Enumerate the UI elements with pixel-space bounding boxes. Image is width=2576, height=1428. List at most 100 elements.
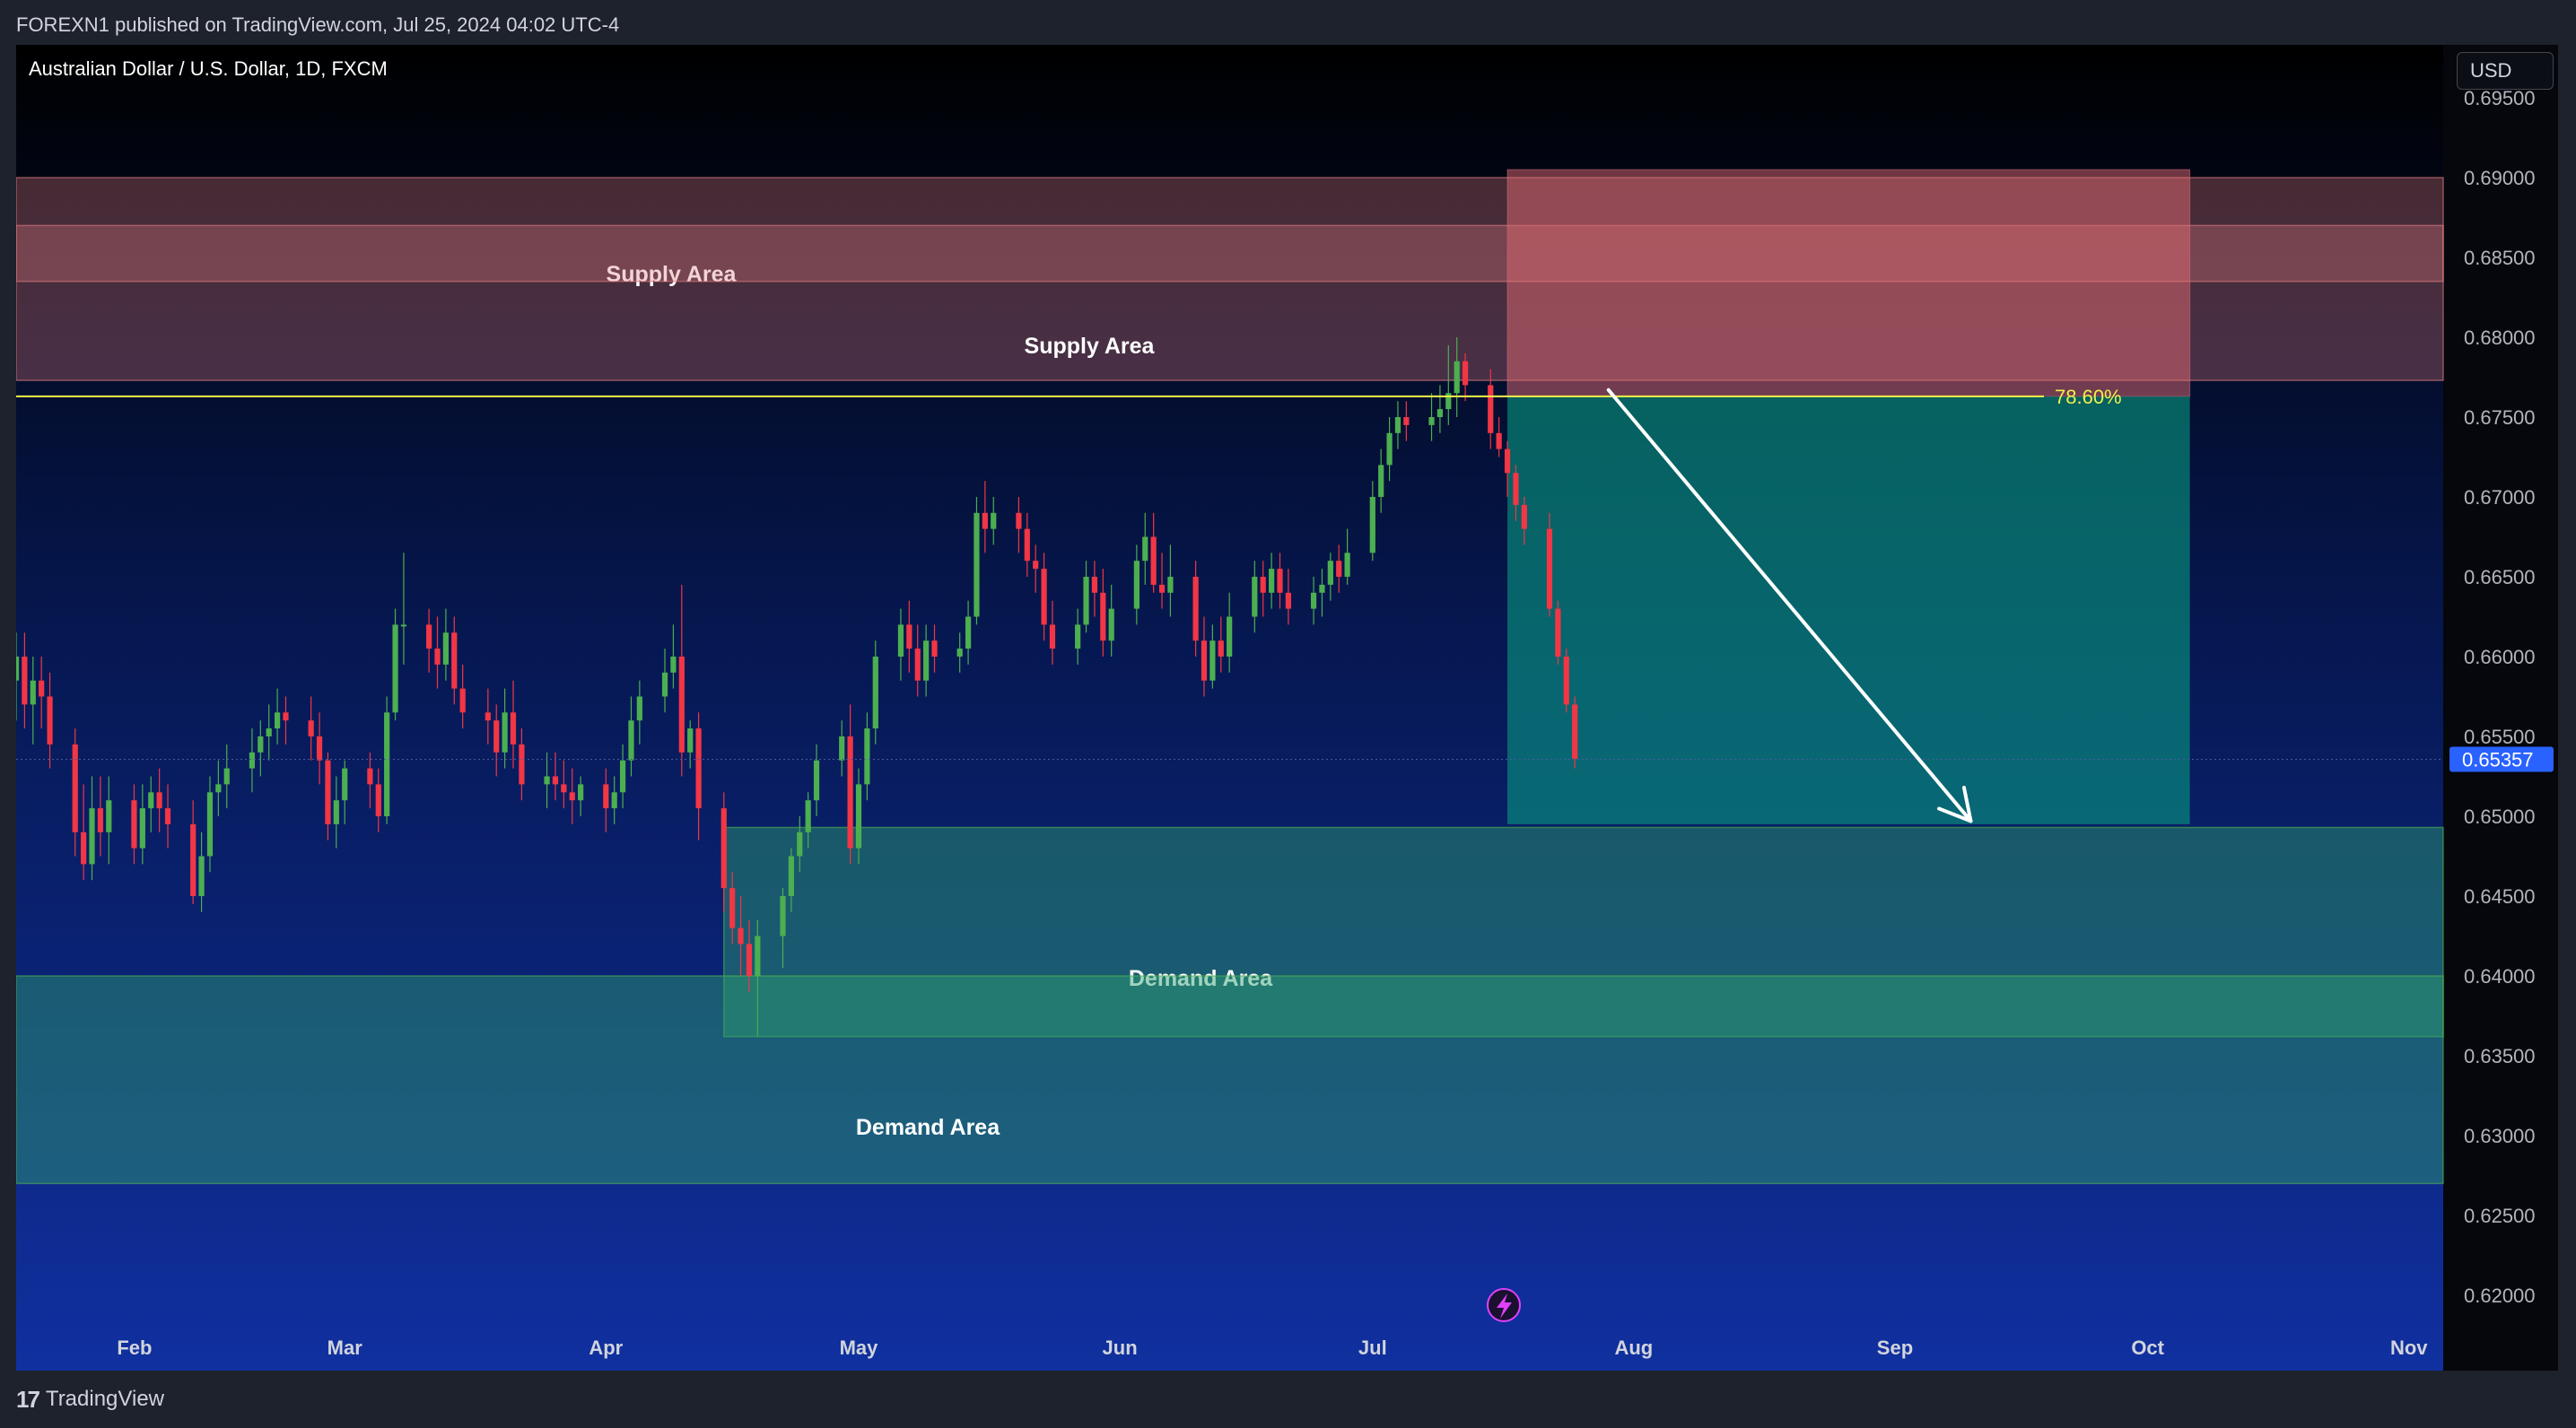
- candle-body: [1269, 569, 1275, 593]
- stop-loss-zone: [1506, 169, 2191, 397]
- candle: [333, 776, 339, 849]
- candle: [258, 720, 264, 777]
- candle-body: [1260, 577, 1266, 593]
- candle-body: [1319, 584, 1325, 593]
- candle: [780, 888, 786, 969]
- candle-body: [215, 784, 222, 793]
- candle-body: [746, 944, 753, 976]
- last-price-badge: [2449, 746, 2554, 772]
- candle: [569, 768, 575, 824]
- candle-body: [72, 744, 78, 832]
- candle: [223, 744, 230, 809]
- candle: [1269, 553, 1275, 609]
- candle-body: [982, 512, 988, 529]
- candle-body: [544, 776, 550, 785]
- chart-pane[interactable]: Supply Area Supply Area Demand Area Demand …: [16, 45, 2558, 1371]
- candle: [1319, 569, 1325, 617]
- zone-label: Supply Area: [607, 262, 738, 287]
- candle-body: [1075, 624, 1081, 649]
- candle: [1285, 569, 1291, 625]
- candle: [1041, 553, 1047, 641]
- candle-body: [1563, 657, 1569, 705]
- candle-body: [855, 784, 862, 849]
- candle-body: [1436, 409, 1444, 417]
- candle: [89, 776, 95, 881]
- candle-body: [1158, 584, 1166, 593]
- candle-body: [367, 768, 373, 785]
- time-tick-label: Apr: [589, 1337, 623, 1359]
- candle-body: [1394, 417, 1402, 433]
- candle: [670, 624, 677, 689]
- candle-body: [552, 776, 559, 785]
- candle-body: [316, 736, 323, 761]
- candle: [485, 688, 491, 744]
- arrow-head: [1961, 786, 1973, 823]
- candle: [139, 784, 145, 865]
- currency-button[interactable]: USD: [2457, 52, 2554, 90]
- candle-body: [1150, 536, 1157, 585]
- candle-body: [485, 712, 491, 721]
- candle-body: [426, 624, 432, 649]
- candle: [97, 776, 103, 857]
- candle-body: [190, 823, 196, 896]
- candle-body: [872, 657, 878, 729]
- candle-body: [30, 680, 36, 705]
- candle: [695, 712, 702, 840]
- take-profit-zone: [1507, 396, 2190, 824]
- candle: [720, 792, 727, 912]
- candle-body: [1546, 528, 1553, 609]
- candle: [510, 680, 517, 769]
- price-tick-label: 0.63500: [2464, 1045, 2536, 1067]
- candle-body: [1167, 577, 1174, 593]
- candle-body: [400, 624, 407, 627]
- candle: [1310, 577, 1317, 625]
- candlestick-chart[interactable]: Supply Area Supply Area Demand Area Demand …: [16, 45, 2558, 1371]
- time-tick-label: Sep: [1877, 1337, 1913, 1359]
- candle-body: [22, 657, 28, 705]
- candle-body: [897, 624, 904, 657]
- tradingview-brand[interactable]: 17 TradingView: [16, 1381, 164, 1417]
- candle: [636, 680, 642, 744]
- candle: [1142, 512, 1148, 585]
- time-tick-label: Mar: [327, 1337, 363, 1359]
- candle: [106, 776, 112, 865]
- zone-label: Demand Area: [1129, 966, 1273, 991]
- candle: [847, 704, 853, 865]
- candle: [1436, 385, 1444, 433]
- candle-body: [1336, 561, 1342, 577]
- candle: [342, 760, 348, 824]
- price-tick-label: 0.62000: [2464, 1284, 2536, 1307]
- candle-body: [561, 784, 567, 793]
- candle: [661, 649, 668, 713]
- price-tick-label: 0.69500: [2464, 87, 2536, 109]
- candle: [266, 704, 272, 761]
- candle: [628, 696, 634, 777]
- demand-zone: [16, 975, 2444, 1185]
- candle: [451, 616, 458, 705]
- candle: [1218, 616, 1224, 673]
- candle: [805, 792, 811, 849]
- price-tick-label: 0.67500: [2464, 406, 2536, 429]
- forecast-arrow: [1606, 387, 1973, 823]
- candle: [249, 728, 256, 793]
- candle: [1133, 544, 1140, 625]
- candle: [738, 896, 744, 976]
- candle: [1252, 561, 1258, 633]
- candle: [1075, 608, 1081, 665]
- symbol-title: Australian Dollar / U.S. Dollar, 1D, FXC…: [29, 57, 388, 80]
- candle: [1209, 624, 1216, 689]
- candle: [906, 600, 913, 673]
- candle-body: [991, 512, 997, 529]
- candle: [755, 919, 761, 1037]
- candle: [426, 608, 432, 673]
- price-tick-label: 0.65000: [2464, 805, 2536, 828]
- candle: [16, 632, 20, 721]
- candle-body: [519, 744, 525, 785]
- candle: [1277, 553, 1283, 609]
- candle-body: [1100, 592, 1106, 641]
- time-tick-label: Aug: [1614, 1337, 1653, 1359]
- candle-body: [223, 768, 230, 785]
- demand-zone: [723, 826, 2444, 1038]
- candle: [274, 688, 281, 744]
- candle-body: [384, 712, 390, 816]
